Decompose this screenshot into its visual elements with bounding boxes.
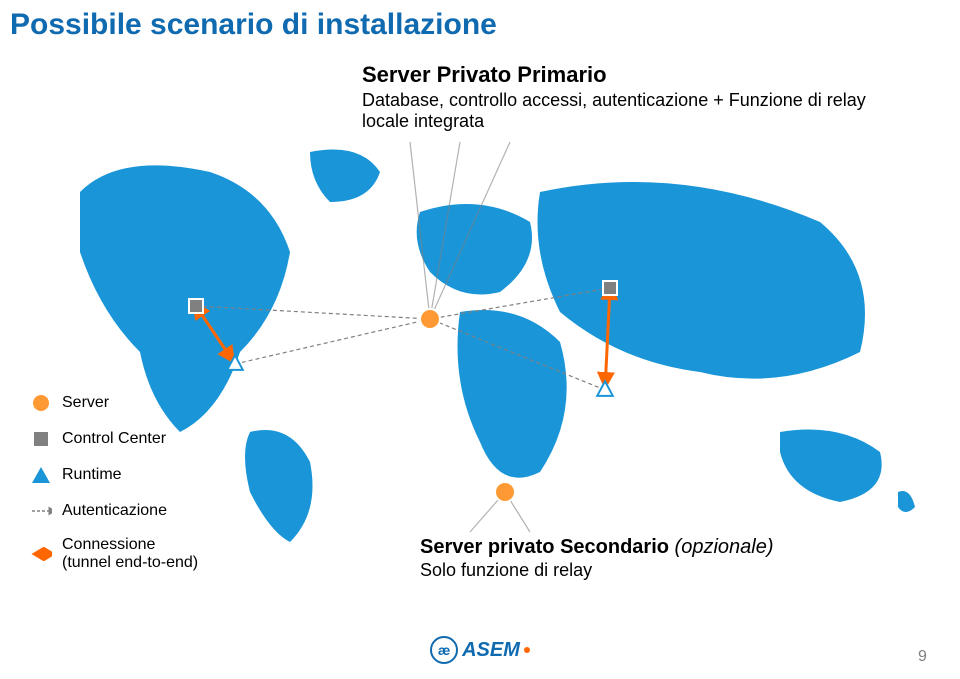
legend-icon	[30, 392, 52, 414]
page-number: 9	[918, 648, 927, 666]
legend-item: Control Center	[30, 428, 198, 450]
legend-label: Connessione(tunnel end-to-end)	[62, 536, 198, 572]
slide: Possibile scenario di installazione Serv…	[0, 0, 960, 679]
legend-label: Control Center	[62, 430, 166, 448]
primary-server-title: Server Privato Primario	[362, 62, 607, 88]
legend-item: Server	[30, 392, 198, 414]
legend-icon	[30, 543, 52, 565]
secondary-server-subtitle: Solo funzione di relay	[420, 560, 592, 581]
legend: Server Control Center Runtime Autenticazion…	[30, 392, 198, 586]
legend-label: Autenticazione	[62, 502, 167, 520]
legend-icon	[30, 428, 52, 450]
legend-label: Server	[62, 394, 109, 412]
legend-item: Runtime	[30, 464, 198, 486]
legend-item: Connessione(tunnel end-to-end)	[30, 536, 198, 572]
slide-title: Possibile scenario di installazione	[10, 8, 497, 42]
legend-label: Runtime	[62, 466, 122, 484]
secondary-server-title: Server privato Secondario (opzionale)	[420, 536, 774, 559]
primary-server-subtitle: Database, controllo accessi, autenticazi…	[362, 90, 902, 132]
legend-item: Autenticazione	[30, 500, 198, 522]
legend-icon	[30, 464, 52, 486]
footer-logo: æASEM	[0, 636, 960, 664]
legend-icon	[30, 500, 52, 522]
